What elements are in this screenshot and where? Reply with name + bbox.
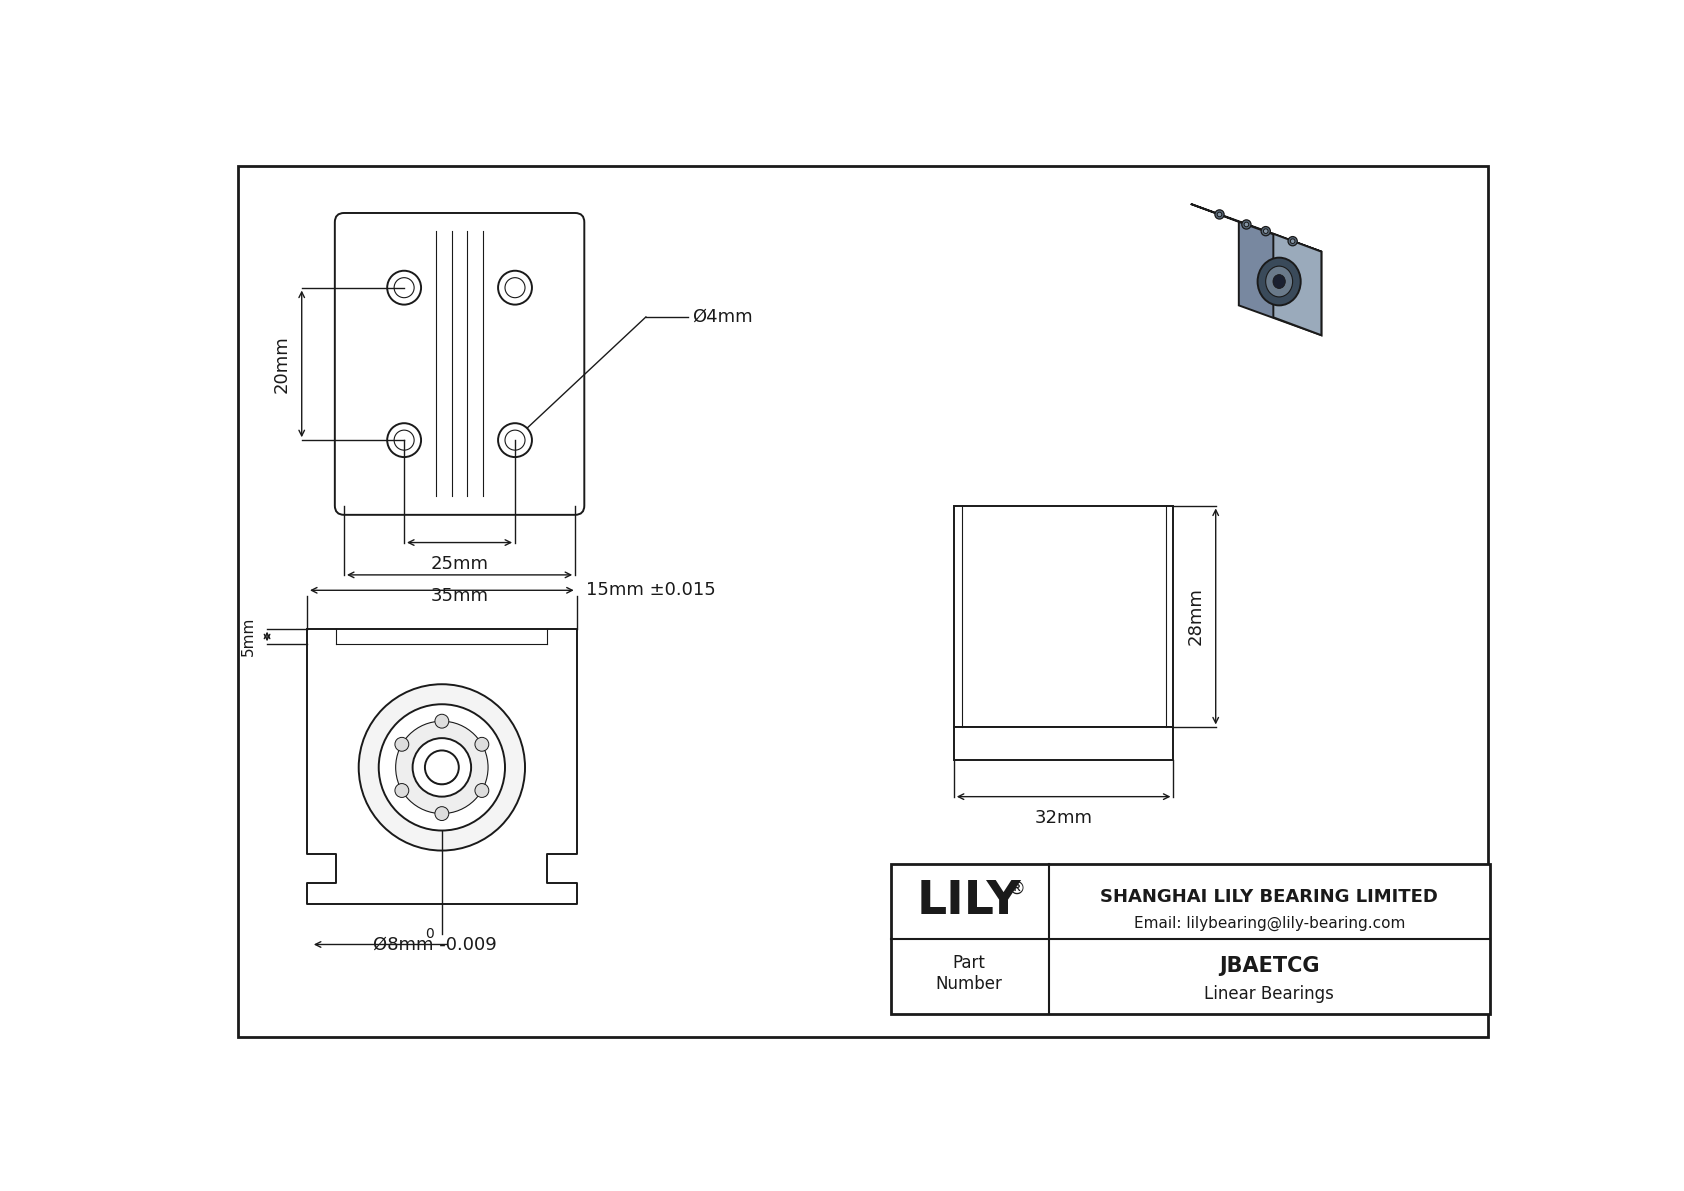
FancyBboxPatch shape <box>335 213 584 515</box>
Text: SHANGHAI LILY BEARING LIMITED: SHANGHAI LILY BEARING LIMITED <box>1100 887 1438 905</box>
Ellipse shape <box>1273 275 1285 288</box>
Text: 35mm: 35mm <box>431 587 488 605</box>
Polygon shape <box>1191 204 1322 251</box>
Text: JBAETCG: JBAETCG <box>1219 955 1320 975</box>
Circle shape <box>475 784 488 798</box>
Text: Ø4mm: Ø4mm <box>692 308 753 326</box>
Circle shape <box>505 430 525 450</box>
Circle shape <box>396 737 409 752</box>
Circle shape <box>498 270 532 305</box>
Bar <box>891 863 1490 1014</box>
Ellipse shape <box>1258 257 1300 305</box>
Circle shape <box>1288 237 1297 245</box>
Text: Ø8mm -0.009: Ø8mm -0.009 <box>372 935 497 954</box>
Circle shape <box>1244 223 1250 226</box>
Circle shape <box>413 738 472 797</box>
Circle shape <box>1290 239 1295 243</box>
Circle shape <box>1218 212 1223 217</box>
Circle shape <box>434 806 450 821</box>
Text: 28mm: 28mm <box>1187 587 1206 646</box>
Circle shape <box>396 722 488 813</box>
Circle shape <box>434 715 450 728</box>
Circle shape <box>1261 226 1270 236</box>
Polygon shape <box>1273 233 1322 335</box>
Bar <box>953 506 1174 728</box>
Circle shape <box>387 270 421 305</box>
Circle shape <box>1241 220 1251 229</box>
Circle shape <box>475 737 488 752</box>
Circle shape <box>498 423 532 457</box>
Circle shape <box>387 423 421 457</box>
Circle shape <box>1214 210 1224 219</box>
Circle shape <box>394 278 414 298</box>
Circle shape <box>1263 229 1268 233</box>
Circle shape <box>505 278 525 298</box>
Bar <box>953 728 1174 760</box>
Circle shape <box>359 685 525 850</box>
Circle shape <box>396 784 409 798</box>
Text: 0: 0 <box>426 928 434 941</box>
Text: 15mm ±0.015: 15mm ±0.015 <box>586 581 716 599</box>
Text: 20mm: 20mm <box>273 335 291 393</box>
Text: LILY: LILY <box>918 879 1022 924</box>
Text: 32mm: 32mm <box>1034 809 1093 827</box>
Text: Email: lilybearing@lily-bearing.com: Email: lilybearing@lily-bearing.com <box>1133 916 1404 931</box>
Circle shape <box>424 750 458 785</box>
Circle shape <box>394 430 414 450</box>
Text: Linear Bearings: Linear Bearings <box>1204 985 1334 1003</box>
Text: Part
Number: Part Number <box>936 954 1002 992</box>
Text: 5mm: 5mm <box>241 617 256 656</box>
Polygon shape <box>1239 222 1322 335</box>
Text: ®: ® <box>1007 880 1026 898</box>
Ellipse shape <box>1266 266 1293 297</box>
Circle shape <box>379 704 505 830</box>
Text: 25mm: 25mm <box>431 555 488 573</box>
